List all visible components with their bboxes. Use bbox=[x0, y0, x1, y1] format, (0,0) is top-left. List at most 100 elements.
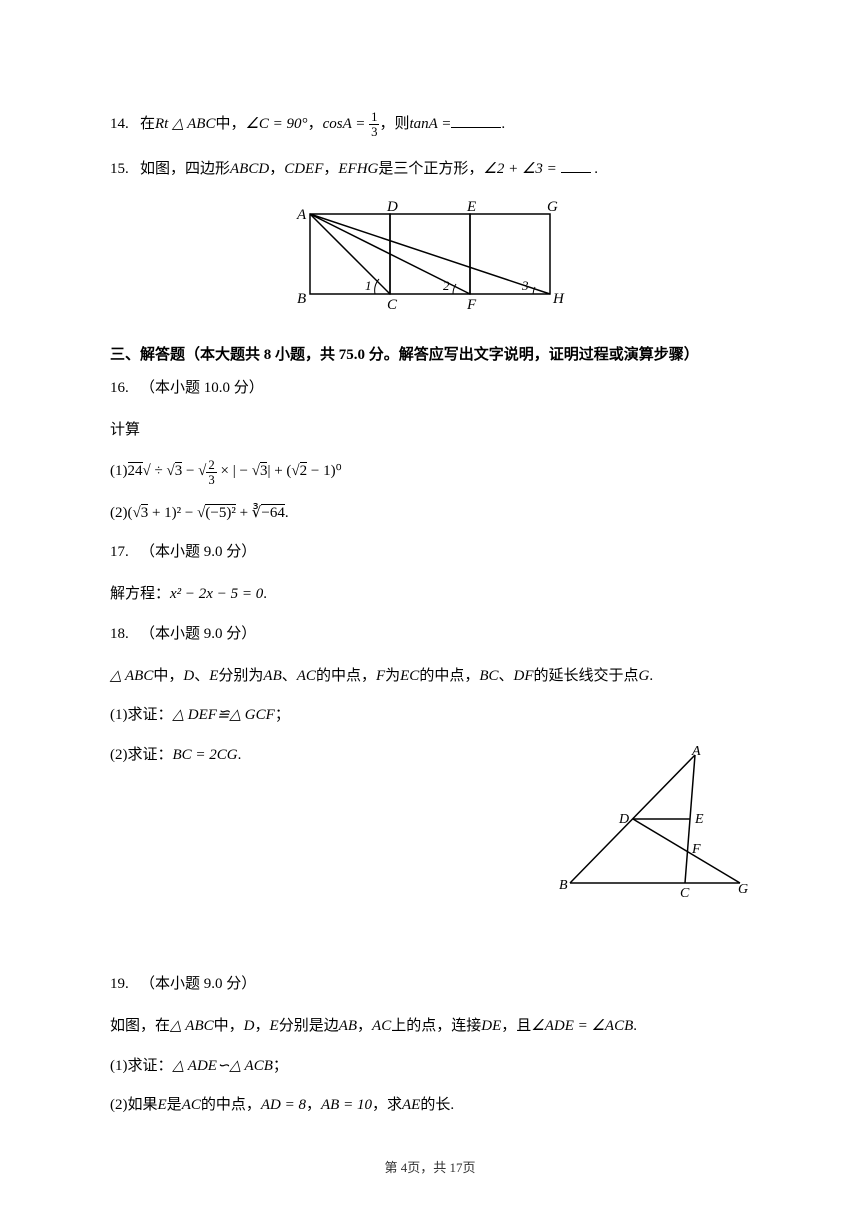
q18-l1m: EC bbox=[400, 668, 419, 684]
svg-text:G: G bbox=[738, 882, 748, 897]
q15-content: 如图，四边形ABCD，CDEF，EFHG是三个正方形，∠2 + ∠3 = . bbox=[140, 157, 750, 181]
q17-number: 17. bbox=[110, 540, 140, 564]
q14-tri: △ ABC bbox=[172, 116, 215, 132]
q18-l1k: F bbox=[376, 668, 385, 684]
q16-pts: （本小题 10.0 分） bbox=[140, 376, 750, 400]
q19-p1b: △ ADE∽△ ACB bbox=[173, 1058, 273, 1074]
svg-text:1: 1 bbox=[365, 278, 372, 293]
q18-l1j: 的中点， bbox=[316, 668, 376, 684]
q18-l1s: G bbox=[639, 668, 650, 684]
figure-15-svg: A B D E G C F H 1 2 3 bbox=[275, 199, 585, 314]
q19-p1a: (1)求证： bbox=[110, 1058, 173, 1074]
q14-frac-bot: 3 bbox=[369, 125, 379, 139]
q19-l1d: D bbox=[244, 1018, 255, 1034]
q15-text-a: 如图，四边形 bbox=[140, 161, 230, 177]
figure-18-svg: A B C D E F G bbox=[555, 743, 750, 903]
q19-p2a: (2)如果 bbox=[110, 1097, 158, 1113]
q19-p2g: ， bbox=[306, 1097, 321, 1113]
q18-l1c: D bbox=[183, 668, 194, 684]
q15-ang: ∠2 + ∠3 = bbox=[483, 161, 556, 177]
q18-p1a: (1)求证： bbox=[110, 707, 173, 723]
svg-text:A: A bbox=[691, 744, 701, 759]
q14-comma: ， bbox=[308, 116, 323, 132]
q15-line: 15. 如图，四边形ABCD，CDEF，EFHG是三个正方形，∠2 + ∠3 =… bbox=[110, 157, 750, 181]
q19-p2d: AC bbox=[182, 1097, 201, 1113]
question-14: 14. 在Rt △ ABC中，∠C = 90°，cosA = 13，则tanA … bbox=[110, 110, 750, 139]
q19-l1c: 中， bbox=[214, 1018, 244, 1034]
q19-l1n: ∠ADE = ∠ACB bbox=[531, 1018, 633, 1034]
svg-text:H: H bbox=[552, 291, 565, 307]
svg-text:C: C bbox=[387, 297, 398, 313]
q14-content: 在Rt △ ABC中，∠C = 90°，cosA = 13，则tanA =. bbox=[140, 110, 750, 139]
q17-eq: x² − 2x − 5 = 0 bbox=[170, 586, 263, 602]
q19-line1: 如图，在△ ABC中，D，E分别是边AB，AC上的点，连接DE，且∠ADE = … bbox=[110, 1014, 750, 1040]
q18-l1a: △ ABC bbox=[110, 668, 153, 684]
q19-p1c: ； bbox=[273, 1058, 288, 1074]
svg-text:C: C bbox=[680, 886, 690, 901]
svg-text:D: D bbox=[618, 812, 629, 827]
q15-s1: ABCD bbox=[230, 161, 269, 177]
footer-total: 17 bbox=[450, 1160, 463, 1175]
q19-l1l: DE bbox=[481, 1018, 501, 1034]
q18-line1: △ ABC中，D、E分别为AB、AC的中点，F为EC的中点，BC、DF的延长线交… bbox=[110, 664, 750, 690]
q18-p2-wrap: A B C D E F G (2)求证：BC = 2CG. bbox=[110, 743, 750, 913]
svg-text:2: 2 bbox=[443, 278, 450, 293]
q16-number: 16. bbox=[110, 376, 140, 400]
q19-l1f: E bbox=[270, 1018, 279, 1034]
question-15: 15. 如图，四边形ABCD，CDEF，EFHG是三个正方形，∠2 + ∠3 =… bbox=[110, 157, 750, 181]
q19-l1m: ，且 bbox=[501, 1018, 531, 1034]
q14-ang: ∠C = 90° bbox=[245, 116, 307, 132]
q19-l1b: △ ABC bbox=[170, 1018, 214, 1034]
q19-p1: (1)求证：△ ADE∽△ ACB； bbox=[110, 1054, 750, 1080]
q17-pts: （本小题 9.0 分） bbox=[140, 540, 750, 564]
q14-rt: Rt bbox=[155, 116, 168, 132]
svg-text:B: B bbox=[297, 291, 306, 307]
q19-p2k: 的长. bbox=[420, 1097, 454, 1113]
figure-18: A B C D E F G bbox=[555, 743, 750, 913]
q19-p2f: AD = 8 bbox=[261, 1097, 306, 1113]
svg-text:B: B bbox=[559, 878, 568, 893]
footer-c: 页 bbox=[463, 1160, 476, 1175]
figure-15: A B D E G C F H 1 2 3 bbox=[110, 199, 750, 319]
question-17: 17. （本小题 9.0 分） bbox=[110, 540, 750, 564]
svg-text:F: F bbox=[691, 842, 701, 857]
q19-l1k: 上的点，连接 bbox=[391, 1018, 481, 1034]
q19-p2: (2)如果E是AC的中点，AD = 8，AB = 10，求AE的长. bbox=[110, 1093, 750, 1119]
svg-text:3: 3 bbox=[521, 278, 529, 293]
q18-p2b: BC = 2CG bbox=[173, 747, 238, 763]
q16-p1-expr: (1)24√ ÷ √3 − √23 × | − √3| + (√2 − 1)⁰ bbox=[110, 463, 342, 479]
q19-l1o: . bbox=[633, 1018, 637, 1034]
q15-s3: EFHG bbox=[338, 161, 378, 177]
q18-l1b: 中， bbox=[153, 668, 183, 684]
q19-p2b: E bbox=[158, 1097, 167, 1113]
q18-l1q: DF bbox=[514, 668, 534, 684]
q14-tan: tanA = bbox=[409, 116, 451, 132]
q14-text-c: ，则 bbox=[379, 116, 409, 132]
q18-l1f: 分别为 bbox=[218, 668, 263, 684]
q14-blank bbox=[451, 113, 501, 128]
q18-number: 18. bbox=[110, 622, 140, 646]
svg-text:A: A bbox=[296, 207, 307, 223]
q18-l1i: AC bbox=[297, 668, 316, 684]
q18-l1p: 、 bbox=[499, 668, 514, 684]
q14-text-a: 在 bbox=[140, 116, 155, 132]
svg-text:E: E bbox=[466, 199, 476, 215]
q15-text-b: 是三个正方形， bbox=[378, 161, 483, 177]
q16-p2-expr: (2)(√3 + 1)² − √(−5)² + ∛−64. bbox=[110, 504, 289, 521]
svg-text:F: F bbox=[466, 297, 477, 313]
q17-line: 17. （本小题 9.0 分） bbox=[110, 540, 750, 564]
q16-p2: (2)(√3 + 1)² − √(−5)² + ∛−64. bbox=[110, 501, 750, 527]
footer-b: 页，共 bbox=[407, 1160, 449, 1175]
q19-p2c: 是 bbox=[167, 1097, 182, 1113]
q14-number: 14. bbox=[110, 112, 140, 136]
q19-p2j: AE bbox=[402, 1097, 420, 1113]
q17-text-line: 解方程：x² − 2x − 5 = 0. bbox=[110, 582, 750, 608]
q15-blank bbox=[561, 158, 591, 173]
q18-l1t: . bbox=[649, 668, 653, 684]
q17-period: . bbox=[263, 586, 267, 602]
q16-p1: (1)24√ ÷ √3 − √23 × | − √3| + (√2 − 1)⁰ bbox=[110, 458, 750, 487]
q14-cos: cosA = bbox=[323, 116, 370, 132]
q19-l1g: 分别是边 bbox=[279, 1018, 339, 1034]
page-footer: 第 4页，共 17页 bbox=[0, 1157, 860, 1176]
svg-text:E: E bbox=[694, 812, 704, 827]
